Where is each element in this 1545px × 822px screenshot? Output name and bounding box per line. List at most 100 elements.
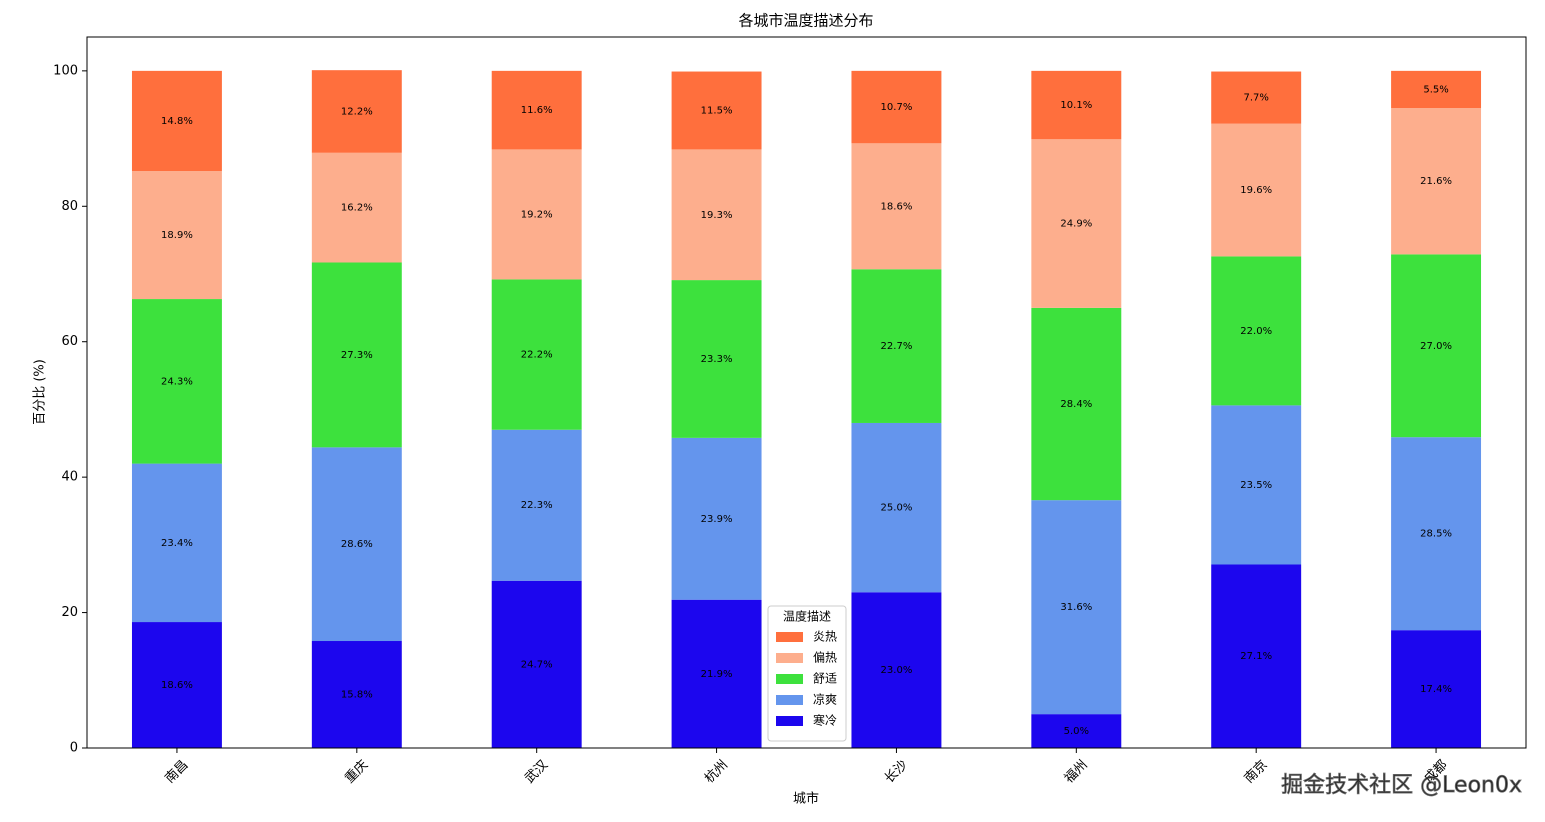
data-label: 28.6% xyxy=(341,539,373,550)
bar-segment xyxy=(1031,307,1122,501)
data-label: 21.9% xyxy=(701,669,733,680)
data-label: 7.7% xyxy=(1243,93,1268,104)
bar-segment xyxy=(311,70,402,153)
bar-segment xyxy=(671,71,762,150)
data-label: 27.1% xyxy=(1240,651,1272,662)
x-tick-label: 长沙 xyxy=(882,757,911,786)
bar-segment xyxy=(1391,437,1482,631)
legend-label: 凉爽 xyxy=(813,692,837,707)
y-tick-label: 0 xyxy=(70,741,78,756)
bar-segment xyxy=(131,171,222,300)
data-label: 24.9% xyxy=(1060,219,1092,230)
data-label: 24.3% xyxy=(161,376,193,387)
bar-segment xyxy=(1391,254,1482,438)
data-label: 28.5% xyxy=(1420,529,1452,540)
bar-segment xyxy=(1391,108,1482,255)
y-tick-label: 20 xyxy=(61,605,78,620)
bar-segment xyxy=(311,152,402,263)
bar-segment xyxy=(851,70,942,144)
bar-segment xyxy=(671,149,762,281)
data-label: 10.7% xyxy=(881,102,913,113)
bar-segment xyxy=(1031,714,1122,748)
data-label: 22.0% xyxy=(1240,326,1272,337)
data-label: 22.3% xyxy=(521,500,553,511)
data-label: 11.6% xyxy=(521,105,553,116)
bar-segment xyxy=(671,280,762,438)
data-label: 19.2% xyxy=(521,209,553,220)
data-label: 18.6% xyxy=(881,201,913,212)
data-label: 12.2% xyxy=(341,106,373,117)
data-label: 28.4% xyxy=(1060,399,1092,410)
bar-segment xyxy=(131,299,222,464)
data-label: 10.1% xyxy=(1060,100,1092,111)
x-tick-label: 武汉 xyxy=(522,757,551,786)
bar-segment xyxy=(131,70,222,172)
legend-label: 舒适 xyxy=(813,672,837,686)
data-label: 5.0% xyxy=(1064,726,1089,737)
bar-segment xyxy=(1211,564,1302,748)
data-label: 5.5% xyxy=(1423,84,1448,95)
data-label: 19.3% xyxy=(701,210,733,221)
bar-segment xyxy=(671,437,762,600)
bar-segment xyxy=(311,641,402,748)
bar-segment xyxy=(491,580,582,748)
data-label: 22.2% xyxy=(521,350,553,361)
y-axis-label: 百分比 (%) xyxy=(33,359,48,425)
y-tick-label: 60 xyxy=(61,334,78,349)
data-label: 19.6% xyxy=(1240,185,1272,196)
data-label: 18.6% xyxy=(161,680,193,691)
bar-segment xyxy=(851,143,942,270)
x-tick-label: 南昌 xyxy=(162,757,192,787)
legend-swatch xyxy=(776,716,803,726)
watermark: 掘金技术社区 @Leon0x xyxy=(1281,773,1522,798)
bar-segment xyxy=(491,429,582,581)
legend-swatch xyxy=(776,632,803,642)
data-label: 23.5% xyxy=(1240,480,1272,491)
bar-segment xyxy=(1211,123,1302,257)
data-label: 15.8% xyxy=(341,690,373,701)
data-label: 23.4% xyxy=(161,538,193,549)
data-label: 23.9% xyxy=(701,514,733,525)
chart-title: 各城市温度描述分布 xyxy=(738,12,873,30)
y-tick-label: 40 xyxy=(61,470,78,485)
x-tick-label: 重庆 xyxy=(342,757,372,787)
data-label: 23.0% xyxy=(881,665,913,676)
data-label: 21.6% xyxy=(1420,176,1452,187)
data-label: 22.7% xyxy=(881,341,913,352)
bar-segment xyxy=(851,592,942,748)
legend-label: 炎热 xyxy=(813,630,837,644)
bar-segment xyxy=(851,422,942,593)
legend-label: 偏热 xyxy=(813,650,837,665)
legend-swatch xyxy=(776,674,803,684)
x-tick-label: 杭州 xyxy=(702,757,731,786)
bar-segment xyxy=(131,463,222,623)
data-label: 18.9% xyxy=(161,230,193,241)
bar-segment xyxy=(311,262,402,448)
x-tick-label: 南京 xyxy=(1241,757,1271,787)
data-label: 16.2% xyxy=(341,203,373,214)
bar-segment xyxy=(491,70,582,150)
legend-swatch xyxy=(776,695,803,705)
plot-frame xyxy=(86,36,1527,749)
data-label: 31.6% xyxy=(1060,602,1092,613)
data-label: 14.8% xyxy=(161,116,193,127)
bar-segment xyxy=(1031,70,1122,140)
bar-segment xyxy=(1031,500,1122,715)
bar-segment xyxy=(131,622,222,748)
bar-segment xyxy=(491,149,582,280)
bar-segment xyxy=(851,269,942,423)
bar-segment xyxy=(311,447,402,642)
y-tick-label: 100 xyxy=(53,63,78,78)
bar-segment xyxy=(1211,71,1302,124)
x-axis-label: 城市 xyxy=(793,791,819,807)
legend-label: 寒冷 xyxy=(813,713,837,728)
y-tick-label: 80 xyxy=(61,199,78,214)
bar-segment xyxy=(1391,630,1482,748)
data-label: 27.0% xyxy=(1420,341,1452,352)
legend-swatch xyxy=(776,653,803,663)
x-tick-label: 福州 xyxy=(1062,757,1091,786)
data-label: 23.3% xyxy=(701,354,733,365)
data-label: 11.5% xyxy=(701,105,733,116)
